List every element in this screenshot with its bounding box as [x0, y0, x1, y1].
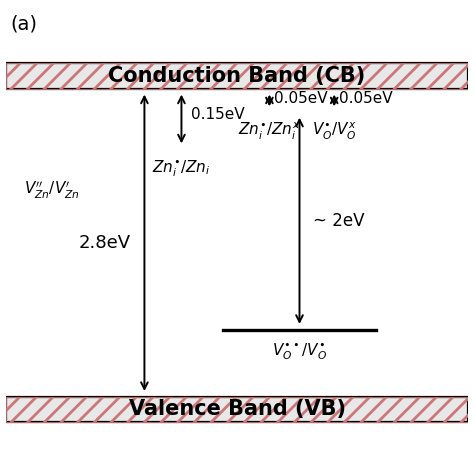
Bar — [6, 397, 468, 422]
Text: 0.15eV: 0.15eV — [191, 107, 244, 122]
Text: Conduction Band (CB): Conduction Band (CB) — [109, 66, 365, 86]
Text: $V_O^{\bullet}/V_O^{x}$: $V_O^{\bullet}/V_O^{x}$ — [312, 121, 356, 142]
Text: 0.05eV: 0.05eV — [339, 91, 392, 106]
Text: 0.05eV: 0.05eV — [274, 91, 328, 106]
Text: (a): (a) — [10, 15, 37, 34]
Bar — [6, 64, 468, 89]
Text: $V_O^{\bullet\bullet}/V_O^{\bullet}$: $V_O^{\bullet\bullet}/V_O^{\bullet}$ — [272, 341, 327, 362]
Text: Valence Band (VB): Valence Band (VB) — [128, 400, 346, 419]
Text: ~ 2eV: ~ 2eV — [313, 212, 365, 230]
Bar — [6, 397, 468, 422]
Text: $V_{Zn}^{\prime\prime}/V_{Zn}^{\prime}$: $V_{Zn}^{\prime\prime}/V_{Zn}^{\prime}$ — [24, 180, 80, 201]
Text: $Zn_i^{\bullet}/Zn_i$: $Zn_i^{\bullet}/Zn_i$ — [152, 158, 211, 179]
Text: 2.8eV: 2.8eV — [78, 234, 130, 252]
Text: $Zn_i^{\bullet}/Zn_i^{x}$: $Zn_i^{\bullet}/Zn_i^{x}$ — [238, 121, 301, 142]
Bar — [6, 64, 468, 89]
